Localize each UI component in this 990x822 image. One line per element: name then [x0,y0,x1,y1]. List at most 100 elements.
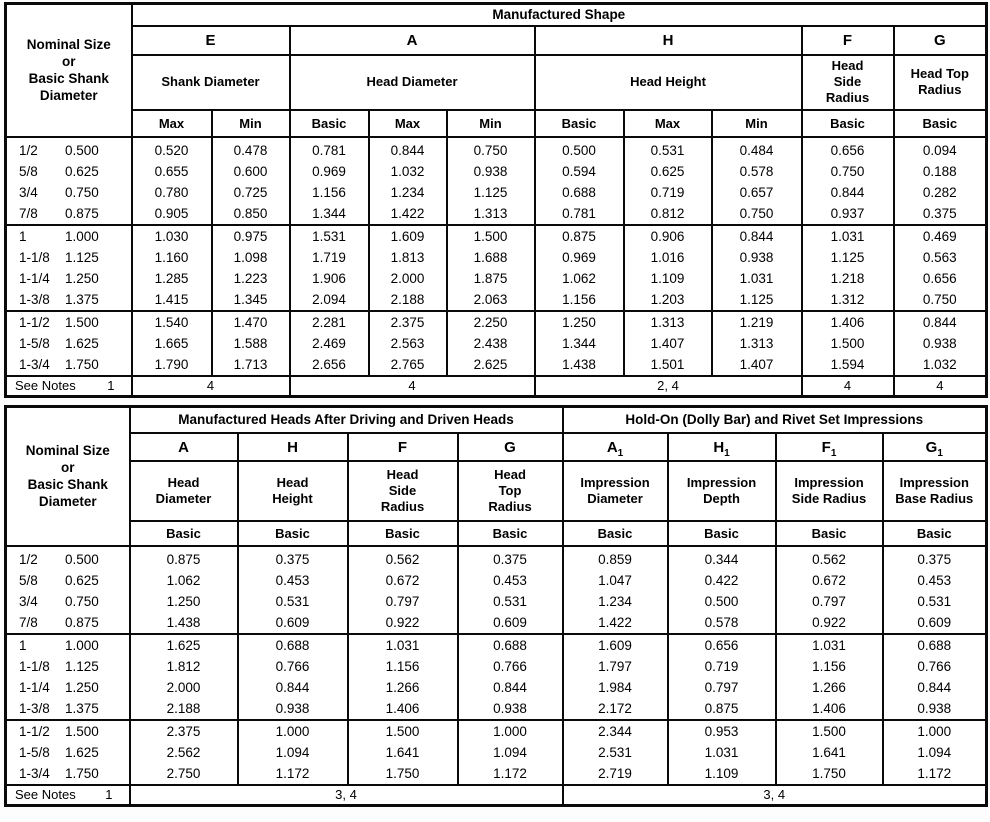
subcol-header: Max [622,108,713,138]
value-cell: 1.407 [622,332,713,354]
subcol-header: Basic [456,520,564,547]
nominal-size-cell: 7/8 0.875 [4,612,131,634]
column-letter-a: A [128,432,239,462]
size-fraction: 1-3/4 [19,766,50,781]
size-decimal: 1.375 [65,701,99,716]
nominal-size-cell: 1-1/8 1.125 [4,246,133,268]
table-row: 1 1.000 1.625 0.688 1.031 0.688 1.609 0.656 1.03… [4,633,988,656]
table-row: 7/8 0.875 1.438 0.609 0.922 0.609 1.422 0.578 0.… [4,612,988,634]
value-cell: 1.125 [445,181,536,203]
value-cell: 1.438 [533,353,625,376]
note-ref-cell: 4 [892,374,988,397]
letter-text: E [205,31,216,49]
table-row: 1-3/4 1.750 2.750 1.172 1.750 1.172 2.719 1.109… [4,763,988,785]
value-cell: 2.063 [445,288,536,311]
value-cell: 0.975 [210,223,291,247]
value-cell: 1.625 [128,633,239,656]
table-row: 1-1/8 1.125 1.812 0.766 1.156 0.766 1.797 0.719… [4,656,988,677]
manufactured-shape-title: Manufactured Shape [130,2,988,27]
value-cell: 1.031 [666,742,777,763]
value-cell: 0.781 [533,202,625,225]
size-fraction: 3/4 [19,184,38,200]
size-decimal: 1.125 [65,659,99,674]
notes-row: See Notes 1 4 4 2, 4 4 4 [4,374,988,397]
letter-text: G [504,438,516,456]
value-cell: 0.844 [881,677,988,698]
value-cell: 1.031 [774,633,884,656]
size-fraction: 1-5/8 [19,335,50,351]
letter-text: F [842,31,853,49]
value-cell: 0.688 [881,633,988,656]
size-decimal: 0.500 [65,552,99,567]
value-cell: 0.969 [533,246,625,268]
table-row: 1-3/4 1.750 1.790 1.713 2.656 2.765 2.625 1.438… [4,353,988,376]
value-cell: 2.172 [561,698,669,720]
subcol-header: Basic [774,520,884,547]
value-cell: 2.344 [561,719,669,742]
value-cell: 0.766 [456,656,564,677]
value-cell: 0.844 [236,677,349,698]
value-cell: 0.453 [881,570,988,591]
value-cell: 0.531 [236,591,349,612]
value-cell: 0.375 [236,546,349,570]
value-cell: 0.688 [236,633,349,656]
value-cell: 0.282 [892,181,988,203]
value-cell: 0.531 [456,591,564,612]
value-cell: 0.531 [881,591,988,612]
subcol-header: Max [367,108,448,138]
value-cell: 1.313 [622,309,713,333]
nominal-size-header: Nominal Size or Basic Shank Diameter [4,2,133,138]
value-cell: 0.906 [622,223,713,247]
value-cell: 1.406 [800,309,895,333]
value-cell: 2.188 [367,288,448,311]
value-cell: 2.375 [128,719,239,742]
value-cell: 0.938 [881,698,988,720]
size-fraction: 1-1/2 [19,314,50,330]
value-cell: 1.094 [236,742,349,763]
value-cell: 0.484 [710,136,803,161]
value-cell: 0.594 [533,160,625,182]
value-cell: 1.719 [288,246,370,268]
value-cell: 0.478 [210,136,291,161]
letter-text: H [662,31,674,49]
value-cell: 1.234 [367,181,448,203]
size-decimal: 1.250 [65,270,99,286]
head-side-radius-header: Head Side Radius [346,460,459,522]
value-cell: 1.030 [130,223,213,247]
value-cell: 0.922 [774,612,884,634]
value-cell: 0.812 [622,202,713,225]
nominal-size-cell: 1-1/4 1.250 [4,677,131,698]
value-cell: 0.609 [236,612,349,634]
table-row: 1-1/8 1.125 1.160 1.098 1.719 1.813 1.688 0.969… [4,246,988,268]
value-cell: 1.285 [130,267,213,289]
value-cell: 0.500 [666,591,777,612]
subcol-header: Basic [561,520,669,547]
impression-depth-header: Impression Depth [666,460,777,522]
size-fraction: 5/8 [19,573,38,588]
subcol-header-row: Max Min Basic Max Min Basic Max Min Basi… [6,108,988,138]
value-cell: 1.218 [800,267,895,289]
letter-text: H [287,438,298,456]
value-cell: 1.812 [128,656,239,677]
nominal-size-cell: 1/2 0.500 [4,136,133,161]
value-cell: 0.875 [666,698,777,720]
header-row: Nominal Size or Basic Shank Diameter Man… [4,2,988,138]
value-cell: 1.344 [288,202,370,225]
letter-subscript: 1 [830,447,837,459]
column-letter-g: G [456,432,564,462]
table-row: 1-1/2 1.500 2.375 1.000 1.500 1.000 2.344 0.953… [4,719,988,742]
value-cell: 2.094 [288,288,370,311]
value-cell: 2.438 [445,332,536,354]
nominal-size-cell: 3/4 0.750 [4,181,133,203]
value-cell: 1.750 [774,763,884,785]
value-cell: 0.938 [710,246,803,268]
value-cell: 0.688 [533,181,625,203]
value-cell: 0.719 [666,656,777,677]
value-cell: 0.750 [710,202,803,225]
value-cell: 1.406 [346,698,459,720]
value-cell: 0.797 [774,591,884,612]
value-cell: 0.905 [130,202,213,225]
see-notes-label: See Notes [15,787,76,802]
value-cell: 0.094 [892,136,988,161]
value-cell: 0.725 [210,181,291,203]
